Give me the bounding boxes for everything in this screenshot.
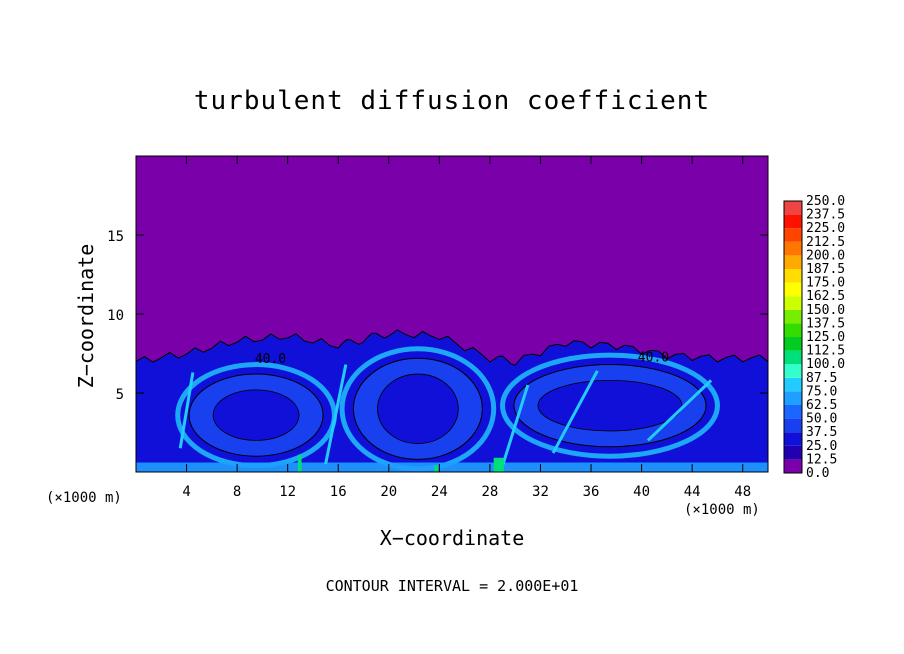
colorbar-swatch bbox=[784, 296, 802, 310]
updraft-streak bbox=[178, 372, 195, 449]
colorbar-swatch bbox=[784, 201, 802, 215]
turbulent-layer bbox=[136, 329, 768, 472]
colorbar-swatch bbox=[784, 323, 802, 337]
x-unit-label-right: (×1000 m) bbox=[684, 502, 760, 518]
colorbar-label: 25.0 bbox=[806, 439, 837, 454]
colorbar-swatch bbox=[784, 377, 802, 392]
x-tick-label: 8 bbox=[233, 484, 241, 500]
x-tick-label: 40 bbox=[633, 484, 650, 500]
colorbar-label: 162.5 bbox=[806, 289, 845, 304]
colorbar: 0.012.525.037.550.062.575.087.5100.0112.… bbox=[783, 194, 845, 481]
colorbar-label: 100.0 bbox=[806, 357, 845, 372]
colorbar-swatch bbox=[784, 418, 802, 433]
colorbar-label: 137.5 bbox=[806, 316, 845, 331]
contour-label: 40.0 bbox=[638, 350, 669, 365]
contour-label: 40.0 bbox=[255, 352, 286, 367]
y-tick-label: 5 bbox=[116, 387, 124, 403]
x-tick-label: 36 bbox=[583, 484, 600, 500]
x-tick-label: 44 bbox=[684, 484, 701, 500]
updraft-streak bbox=[501, 384, 530, 467]
colorbar-label: 125.0 bbox=[806, 330, 845, 345]
colorbar-swatch bbox=[784, 309, 802, 324]
surface-band bbox=[136, 462, 768, 472]
high-value-spot bbox=[493, 457, 504, 472]
colorbar-label: 250.0 bbox=[806, 194, 845, 209]
colorbar-swatch bbox=[784, 364, 802, 378]
colorbar-label: 62.5 bbox=[806, 398, 837, 413]
plot-area: 40.0 40.0 bbox=[136, 156, 768, 472]
colorbar-label: 12.5 bbox=[806, 452, 837, 467]
colorbar-swatch bbox=[784, 214, 802, 229]
y-tick-label: 15 bbox=[107, 229, 124, 245]
colorbar-label: 50.0 bbox=[806, 412, 837, 427]
x-tick-label: 20 bbox=[380, 484, 397, 500]
contour-interval-note: CONTOUR INTERVAL = 2.000E+01 bbox=[325, 577, 579, 595]
colorbar-label: 37.5 bbox=[806, 425, 837, 440]
chart-title: turbulent diffusion coefficient bbox=[193, 86, 711, 116]
colorbar-label: 200.0 bbox=[806, 248, 845, 263]
x-axis-label: X−coordinate bbox=[379, 526, 525, 550]
high-value-spot bbox=[297, 454, 302, 472]
x-unit-label-left: (×1000 m) bbox=[46, 490, 122, 506]
x-tick-label: 16 bbox=[330, 484, 347, 500]
colorbar-swatch bbox=[784, 337, 802, 351]
eddy-center-inner bbox=[377, 373, 459, 444]
x-tick-label: 12 bbox=[279, 484, 296, 500]
high-value-spot bbox=[434, 465, 439, 472]
eddy-right-ring bbox=[500, 352, 720, 459]
colorbar-label: 75.0 bbox=[806, 384, 837, 399]
colorbar-label: 225.0 bbox=[806, 221, 845, 236]
colorbar-label: 87.5 bbox=[806, 371, 837, 386]
colorbar-swatch bbox=[784, 391, 802, 405]
x-tick-label: 24 bbox=[431, 484, 448, 500]
colorbar-swatch bbox=[784, 255, 802, 269]
updraft-streak bbox=[646, 379, 713, 442]
colorbar-label: 112.5 bbox=[806, 344, 845, 359]
eddy-right-inner bbox=[537, 379, 683, 432]
eddy-left-inner bbox=[212, 389, 300, 441]
colorbar-label: 237.5 bbox=[806, 208, 845, 223]
colorbar-swatch bbox=[784, 445, 802, 460]
colorbar-frame bbox=[783, 200, 803, 474]
colorbar-swatch bbox=[784, 282, 802, 297]
colorbar-swatch bbox=[784, 228, 802, 242]
y-tick-label: 10 bbox=[107, 308, 124, 324]
colorbar-label: 0.0 bbox=[806, 466, 829, 481]
x-tick-label: 48 bbox=[734, 484, 751, 500]
colorbar-swatch bbox=[784, 269, 802, 283]
colorbar-swatch bbox=[784, 432, 802, 446]
colorbar-swatch bbox=[784, 350, 802, 365]
colorbar-label: 187.5 bbox=[806, 262, 845, 277]
colorbar-label: 175.0 bbox=[806, 276, 845, 291]
colorbar-swatch bbox=[784, 459, 802, 473]
colorbar-label: 212.5 bbox=[806, 235, 845, 250]
updraft-streak bbox=[551, 370, 599, 454]
x-tick-label: 32 bbox=[532, 484, 549, 500]
x-tick-label: 28 bbox=[481, 484, 498, 500]
colorbar-swatch bbox=[784, 241, 802, 256]
colorbar-swatch bbox=[784, 405, 802, 419]
colorbar-label: 150.0 bbox=[806, 303, 845, 318]
x-tick-label: 4 bbox=[182, 484, 190, 500]
updraft-streak bbox=[324, 364, 348, 465]
